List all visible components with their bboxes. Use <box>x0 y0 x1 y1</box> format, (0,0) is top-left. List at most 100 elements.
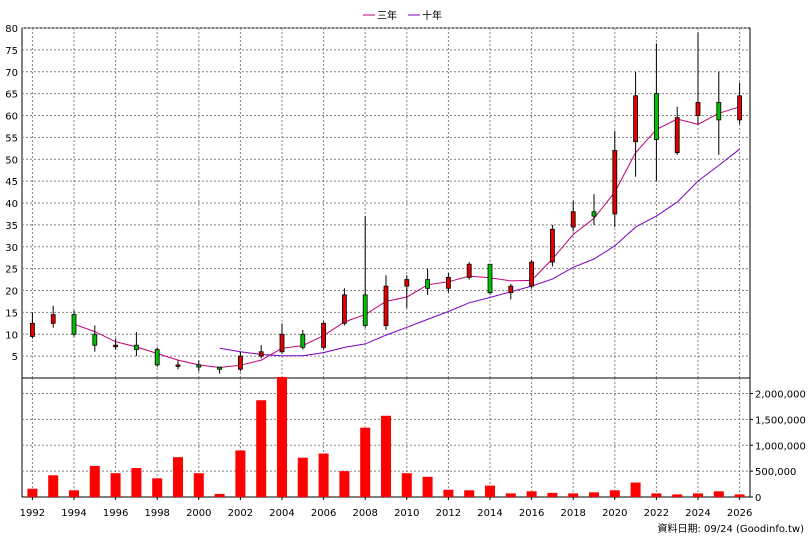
volume-bar <box>360 427 371 497</box>
x-axis: 1992 1994 1996 1998 2000 2002 2004 2006 2008 2010… <box>20 497 752 519</box>
volume-bar <box>464 490 475 497</box>
candle-body <box>695 101 701 116</box>
x-tick-label: 1996 <box>103 508 128 519</box>
candle-body <box>71 314 77 335</box>
candle-body <box>341 294 347 324</box>
candle <box>466 262 472 280</box>
candle-body <box>716 101 722 121</box>
volume-tick-label: 1,500,000 <box>755 415 806 426</box>
candle <box>737 82 742 125</box>
price-tick-label: 70 <box>5 68 18 79</box>
volume-bar <box>131 468 142 497</box>
candle <box>113 338 118 350</box>
candle <box>300 329 306 350</box>
candle-body <box>466 263 472 278</box>
volume-bar <box>630 482 641 497</box>
x-tick-label: 2024 <box>685 508 710 519</box>
volume-tick-label: 1,000,000 <box>755 441 806 452</box>
price-tick-label: 55 <box>5 133 18 144</box>
data-date-footer: 資料日期: 09/24 (Goodinfo.tw) <box>657 522 804 535</box>
price-y-axis: 5 10 15 20 25 30 35 40 45 50 55 60 65 70 75 80 <box>5 24 18 363</box>
x-tick-label: 2022 <box>644 508 669 519</box>
x-tick-label: 2018 <box>560 508 585 519</box>
price-tick-label: 35 <box>5 221 18 232</box>
candle-body <box>258 351 264 357</box>
volume-bar <box>339 471 350 497</box>
candle <box>50 305 56 328</box>
price-tick-label: 30 <box>5 243 18 254</box>
candle-body <box>383 285 389 326</box>
volume-bar <box>235 450 246 497</box>
x-tick-label: 2004 <box>269 508 294 519</box>
price-panel: 5 10 15 20 25 30 35 40 45 50 55 60 65 70 75 80 <box>5 24 751 379</box>
price-tick-label: 75 <box>5 46 18 57</box>
volume-bar <box>48 475 59 497</box>
candle <box>196 360 202 372</box>
candle <box>92 325 98 352</box>
candle <box>445 273 451 293</box>
x-tick-label: 2002 <box>228 508 253 519</box>
price-tick-label: 40 <box>5 199 18 210</box>
price-tick-label: 80 <box>5 24 18 35</box>
volume-bar <box>589 492 599 497</box>
candle <box>154 347 160 368</box>
x-tick-label: 1998 <box>144 508 169 519</box>
volume-bars <box>27 376 745 497</box>
price-tick-label: 50 <box>5 155 18 166</box>
candle-body <box>612 150 618 215</box>
volume-y-axis: 0 500,000 1,000,000 1,500,000 2,000,000 <box>750 390 806 504</box>
volume-bar <box>277 376 287 497</box>
candle-body <box>591 211 597 217</box>
volume-bar <box>443 489 454 497</box>
volume-bar <box>505 493 516 497</box>
candle-body <box>570 211 576 228</box>
candle-body <box>279 333 285 353</box>
candle <box>29 312 35 339</box>
price-tick-label: 20 <box>5 287 18 298</box>
candle <box>695 32 701 125</box>
candle <box>341 288 347 326</box>
x-tick-label: 2008 <box>352 508 377 519</box>
ma-ten-year-line <box>219 148 740 357</box>
volume-bar <box>693 493 703 497</box>
volume-bar <box>422 476 433 497</box>
candle <box>487 263 493 295</box>
candle-body <box>92 333 98 346</box>
x-tick-label: 2000 <box>186 508 211 519</box>
candle <box>258 345 264 359</box>
candle <box>508 283 514 300</box>
candle <box>279 323 285 354</box>
x-tick-label: 2026 <box>727 508 752 519</box>
candle-body <box>487 263 493 294</box>
candle <box>217 366 223 374</box>
candle-body <box>550 228 555 263</box>
candle-body <box>425 279 431 289</box>
candle-body <box>217 366 223 370</box>
price-tick-label: 45 <box>5 177 18 188</box>
candle-body <box>29 322 35 337</box>
candle-body <box>113 344 118 348</box>
legend-label-three-year: 三年 <box>377 9 397 22</box>
volume-tick-label: 2,000,000 <box>755 390 806 401</box>
candle <box>237 351 243 372</box>
candle <box>674 106 680 155</box>
candle-body <box>362 294 368 326</box>
volume-bar <box>568 493 579 497</box>
candle <box>612 130 618 228</box>
candle-body <box>674 117 680 154</box>
x-tick-label: 2010 <box>394 508 419 519</box>
candle-body <box>300 333 306 348</box>
volume-tick-label: 0 <box>755 493 761 504</box>
volume-bar <box>318 453 329 497</box>
volume-bar <box>69 490 79 497</box>
candle-body <box>445 276 451 289</box>
candle <box>633 71 638 177</box>
legend-label-ten-year: 十年 <box>422 9 442 22</box>
volume-bar <box>173 457 183 497</box>
candle-body <box>633 95 638 143</box>
candle-body <box>154 349 160 366</box>
candle-body <box>508 285 514 294</box>
candle <box>716 71 722 155</box>
volume-panel: 0 500,000 1,000,000 1,500,000 2,000,000 <box>21 376 806 504</box>
